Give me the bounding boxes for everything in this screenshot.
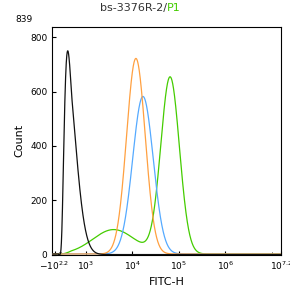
Text: P1: P1 (167, 3, 180, 13)
Y-axis label: Count: Count (14, 124, 25, 157)
X-axis label: FITC-H: FITC-H (149, 277, 185, 287)
Text: 839: 839 (16, 15, 33, 24)
Text: bs-3376R-2/: bs-3376R-2/ (100, 3, 167, 13)
